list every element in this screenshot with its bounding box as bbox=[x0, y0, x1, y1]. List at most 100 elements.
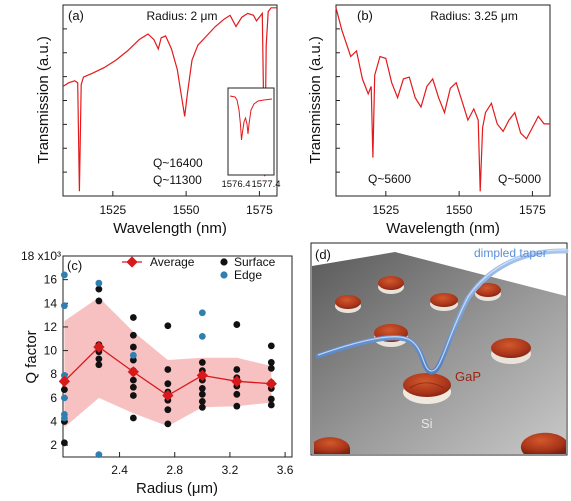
surface-point bbox=[164, 322, 172, 330]
panel-a-xtick-label: 1550 bbox=[173, 203, 200, 217]
q-label-4: Q~5000 bbox=[498, 172, 541, 186]
xtick-label: 2.8 bbox=[166, 463, 183, 477]
panel-a-trace bbox=[62, 7, 277, 192]
surface-point bbox=[129, 356, 137, 364]
edge-point bbox=[198, 333, 206, 340]
q-label-2: Q~11300 bbox=[153, 173, 202, 187]
surface-point bbox=[233, 366, 241, 373]
legend-edge-label: Edge bbox=[234, 268, 262, 282]
gap-microdisk bbox=[520, 432, 566, 454]
edge-point bbox=[60, 271, 68, 279]
surface-point bbox=[267, 342, 275, 350]
panel-d-label: (d) bbox=[315, 247, 331, 262]
average-band bbox=[64, 297, 272, 428]
panel-c-ytick-labels: 2 4 6 8 10 12 14 16 18 x10³ bbox=[21, 249, 61, 452]
gap-microdisk bbox=[314, 437, 350, 454]
panel-a-xlabel: Wavelength (nm) bbox=[113, 220, 227, 237]
surface-point bbox=[95, 355, 103, 363]
ytick-label: 6 bbox=[50, 391, 57, 405]
edge-point bbox=[198, 309, 206, 317]
panel-b-xtick-label: 1525 bbox=[372, 203, 399, 217]
panel-a-xtick-label: 1525 bbox=[99, 203, 126, 217]
surface-point bbox=[164, 380, 172, 388]
average-marker bbox=[127, 366, 140, 378]
legend-surface-label: Surface bbox=[234, 255, 276, 269]
xtick-label: 2.4 bbox=[111, 463, 128, 477]
panel-b-xlabel: Wavelength (nm) bbox=[386, 220, 500, 237]
ytick-label: 2 bbox=[50, 438, 57, 452]
ytick-label: 12 bbox=[44, 320, 58, 334]
surface-point bbox=[164, 406, 172, 414]
surface-point bbox=[95, 361, 103, 369]
edge-point bbox=[60, 372, 68, 379]
ytick-label: 8 bbox=[50, 367, 57, 381]
panel-a-label: (a) bbox=[68, 8, 84, 23]
panel-c-xtick-labels: 2.4 2.8 3.2 3.6 bbox=[111, 463, 294, 477]
surface-point bbox=[267, 395, 275, 403]
gap-microdisk bbox=[378, 276, 404, 294]
edge-point bbox=[129, 351, 137, 359]
panel-a: (a) Radius: 2 μm 1525 1550 1575 Waveleng… bbox=[35, 4, 281, 237]
average-marker bbox=[162, 389, 174, 402]
xtick-label: 3.6 bbox=[277, 463, 294, 477]
gap-microdisk bbox=[475, 283, 501, 301]
legend-surface-marker bbox=[220, 258, 228, 266]
surface-point bbox=[129, 331, 137, 339]
surface-point bbox=[198, 359, 206, 366]
edge-point bbox=[60, 414, 68, 422]
panel-b-ylabel: Transmission (a.u.) bbox=[307, 36, 324, 164]
gap-microdisk-coupled bbox=[403, 373, 451, 404]
panel-c-xlabel: Radius (μm) bbox=[136, 480, 218, 497]
dimpled-taper-highlight bbox=[317, 249, 567, 372]
legend-average-marker bbox=[126, 256, 138, 268]
panel-d: (d) dimpled taper GaP Si bbox=[310, 242, 569, 456]
edge-point bbox=[95, 279, 103, 287]
panel-a-ylabel: Transmission (a.u.) bbox=[35, 36, 52, 164]
panel-b-annotation: Radius: 3.25 μm bbox=[430, 9, 518, 23]
surface-point bbox=[233, 321, 241, 328]
panel-b-frame bbox=[335, 4, 551, 197]
surface-point bbox=[267, 359, 275, 366]
surface-point bbox=[233, 390, 241, 398]
si-substrate bbox=[312, 252, 566, 454]
panel-a-xtick-label: 1575 bbox=[246, 203, 273, 217]
gap-microdisk bbox=[430, 293, 458, 311]
surface-point bbox=[95, 297, 103, 305]
panel-b: (b) Radius: 3.25 μm 1525 1550 1575 Wavel… bbox=[307, 4, 551, 237]
edge-point bbox=[95, 451, 103, 459]
ytick-label: 14 bbox=[44, 296, 58, 310]
edge-point bbox=[60, 302, 68, 310]
ytick-label: 18 x10³ bbox=[21, 249, 61, 263]
surface-point bbox=[198, 390, 206, 398]
panel-c-ylabel: Q factor bbox=[23, 330, 40, 383]
panel-c-label: (c) bbox=[67, 258, 82, 273]
panel-b-xtick-label: 1550 bbox=[446, 203, 473, 217]
dimpled-taper bbox=[315, 248, 569, 375]
panel-c: 2 4 6 8 10 12 14 16 18 x10³ 2.4 2.8 3.2 3.6 (c) Rad… bbox=[21, 249, 294, 497]
ytick-label: 10 bbox=[44, 344, 58, 358]
q-label-1: Q~16400 bbox=[153, 156, 203, 170]
panel-b-xtick-label: 1575 bbox=[519, 203, 546, 217]
panel-b-label: (b) bbox=[357, 8, 373, 23]
taper-label: dimpled taper bbox=[474, 246, 547, 260]
inset-trace bbox=[229, 95, 273, 141]
panel-a-inset: 1576.4 1577.4 bbox=[221, 87, 281, 190]
q-label-3: Q~5600 bbox=[368, 172, 411, 186]
surface-point bbox=[198, 398, 206, 405]
surface-point bbox=[129, 414, 137, 422]
xtick-label: 3.2 bbox=[222, 463, 239, 477]
si-label: Si bbox=[421, 416, 433, 431]
legend-edge-marker bbox=[220, 271, 228, 279]
panel-a-ticks bbox=[63, 28, 260, 196]
panel-a-annotation: Radius: 2 μm bbox=[147, 9, 218, 23]
surface-point bbox=[198, 385, 206, 392]
legend-average-label: Average bbox=[150, 255, 195, 269]
surface-point bbox=[267, 364, 275, 372]
surface-point bbox=[129, 343, 137, 351]
surface-point bbox=[267, 401, 275, 409]
ytick-label: 16 bbox=[44, 273, 58, 287]
inset-frame bbox=[227, 87, 275, 176]
edge-point bbox=[60, 394, 68, 402]
surface-point bbox=[164, 366, 172, 373]
